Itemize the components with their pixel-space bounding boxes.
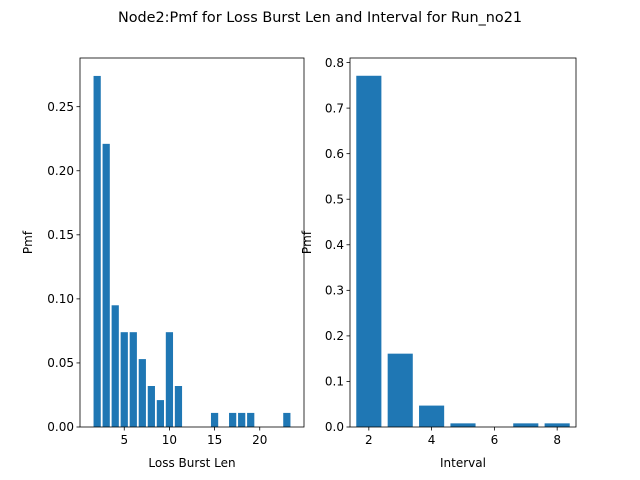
y-tick-label: 0.25 — [47, 100, 74, 114]
y-axis-label-interval: Pmf — [300, 230, 314, 254]
bar-loss-burst-len-5 — [120, 332, 128, 427]
bar-interval-3 — [387, 353, 413, 427]
x-tick-label: 5 — [120, 433, 128, 447]
y-tick-label: 0.00 — [47, 420, 74, 434]
bar-interval-5 — [450, 423, 476, 427]
y-tick-label: 0.6 — [325, 147, 344, 161]
y-tick-label: 0.15 — [47, 228, 74, 242]
y-tick-label: 0.5 — [325, 192, 344, 206]
bar-interval-4 — [419, 405, 445, 427]
y-tick-label: 0.1 — [325, 375, 344, 389]
chart-panel-loss-burst-len: 5 10 15 20 0.00 0.05 0.10 0.15 0.20 0.25 Loss Burs… — [21, 57, 305, 470]
bar-interval-8 — [544, 423, 570, 427]
y-tick-label: 0.2 — [325, 329, 344, 343]
bar-loss-burst-len-18 — [238, 412, 246, 427]
x-tick-label: 15 — [207, 433, 222, 447]
y-tick-label: 0.10 — [47, 292, 74, 306]
bar-loss-burst-len-6 — [129, 332, 137, 427]
bar-loss-burst-len-15 — [210, 412, 219, 427]
y-tick-label: 0.0 — [325, 420, 344, 434]
bar-interval-7 — [513, 423, 539, 427]
y-tick-label: 0.7 — [325, 101, 344, 115]
bar-loss-burst-len-23 — [283, 412, 291, 427]
y-tick-label: 0.20 — [47, 164, 74, 178]
bar-loss-burst-len-4 — [111, 305, 119, 427]
x-tick-label: 10 — [162, 433, 177, 447]
y-tick-label: 0.4 — [325, 238, 344, 252]
chart-panel-interval: 2 4 6 8 0.0 0.1 0.2 0.3 0.4 0.5 0.6 0.7 0.8 Interval P… — [300, 56, 577, 470]
bar-loss-burst-len-9 — [156, 400, 164, 427]
bar-loss-burst-len-17 — [229, 412, 237, 427]
figure-title: Node2:Pmf for Loss Burst Len and Interva… — [118, 10, 522, 26]
bar-loss-burst-len-8 — [147, 386, 155, 427]
bar-loss-burst-len-2 — [93, 75, 101, 427]
bar-loss-burst-len-7 — [138, 359, 146, 427]
x-axis-label-loss-burst-len: Loss Burst Len — [148, 456, 235, 470]
y-tick-label: 0.3 — [325, 284, 344, 298]
bar-interval-2 — [356, 75, 382, 428]
y-tick-label: 0.8 — [325, 56, 344, 70]
x-tick-label: 2 — [365, 433, 373, 447]
bar-loss-burst-len-10 — [165, 332, 174, 427]
y-tick-label: 0.05 — [47, 356, 74, 370]
x-tick-label: 4 — [428, 433, 436, 447]
bar-loss-burst-len-11 — [174, 386, 183, 427]
x-tick-label: 20 — [252, 433, 267, 447]
x-tick-label: 6 — [491, 433, 499, 447]
axes-frame-interval — [349, 57, 577, 428]
x-tick-label: 8 — [553, 433, 561, 447]
axes-frame-loss-burst-len — [79, 57, 305, 428]
bar-loss-burst-len-19 — [247, 412, 255, 427]
x-axis-label-interval: Interval — [440, 456, 486, 470]
y-axis-label-loss-burst-len: Pmf — [21, 230, 35, 254]
bar-loss-burst-len-3 — [102, 143, 110, 427]
